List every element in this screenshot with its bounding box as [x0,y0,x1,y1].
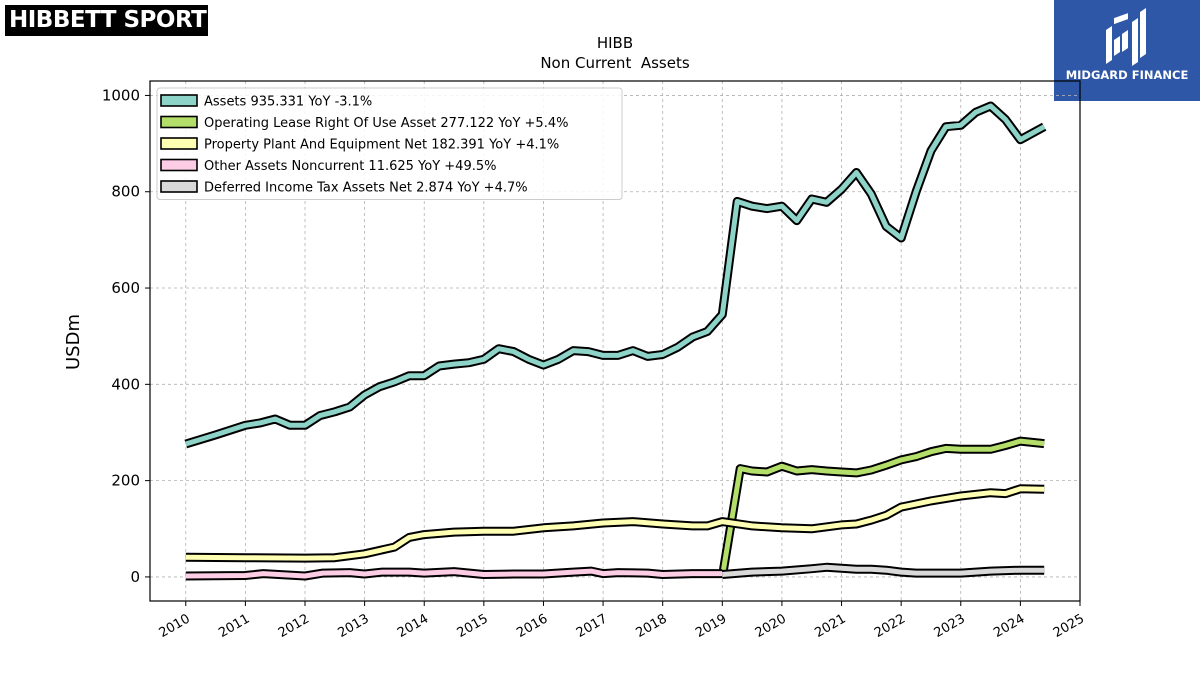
y-tick-label: 600 [111,279,140,297]
legend-label: Property Plant And Equipment Net 182.391… [204,138,559,153]
y-tick-label: 0 [130,568,140,586]
x-tick-label: 2013 [335,611,371,641]
midgard-m-icon [1106,8,1146,66]
legend-swatch [160,94,198,107]
x-tick-label: 2020 [753,611,789,641]
legend-label: Assets 935.331 YoY -3.1% [204,95,372,110]
x-tick-label: 2018 [634,611,670,641]
x-tick-label: 2015 [455,611,491,641]
series-line [185,484,1045,563]
series-line [721,562,1045,579]
series-path [185,486,1045,561]
series-path [185,568,723,579]
x-tick-label: 2024 [991,611,1027,641]
x-tick-label: 2019 [693,611,729,641]
x-tick-label: 2010 [157,611,193,641]
midgard-finance-logo: MIDGARD FINANCE [1054,0,1200,101]
series-path [719,438,1045,578]
y-tick-label: 800 [111,183,140,201]
x-tick-label: 2023 [932,611,968,641]
x-tick-label: 2017 [574,611,610,641]
plot-frame [149,80,1081,602]
y-tick-label: 400 [111,375,140,393]
x-tick-label: 2021 [812,611,848,641]
series-line [717,436,1045,578]
series-outline [717,436,1045,578]
x-axis: 2010 2011 2012 2013 2014 2015 2016 2017 2018 2019… [157,601,1087,641]
y-axis-label: USDm [63,314,84,370]
x-tick-label: 2025 [1051,611,1087,641]
series-line [184,101,1047,449]
chart-title: HIBB [597,34,633,52]
legend-swatch [160,115,198,129]
legend: Assets 935.331 YoY -3.1% Operating Lease … [156,87,623,200]
legend-label: Other Assets Noncurrent 11.625 YoY +49.5… [204,159,496,174]
hibbett-sports-logo: HIBBETT SPORTS® [5,5,208,36]
x-tick-label: 2022 [872,611,908,641]
x-tick-label: 2012 [276,611,312,641]
legend-swatch [160,180,198,193]
legend-box [156,87,623,200]
logo-left-text: HIBBETT SPORTS [9,7,208,33]
legend-label: Operating Lease Right Of Use Asset 277.1… [204,116,568,131]
chart-subtitle: Non Current Assets [540,54,690,72]
series-layer [184,101,1047,581]
y-tick-label: 1000 [102,86,140,104]
series-path [722,564,1045,577]
y-axis: 0 200 400 600 800 1000 [102,86,150,586]
legend-swatch [160,158,198,172]
series-line [185,566,723,581]
logo-right-text: MIDGARD FINANCE [1065,68,1189,82]
y-tick-label: 200 [111,472,140,490]
x-tick-label: 2016 [514,611,550,641]
x-tick-label: 2014 [395,611,431,641]
x-tick-label: 2011 [216,611,252,641]
legend-label: Deferred Income Tax Assets Net 2.874 YoY… [204,181,528,196]
legend-swatch [160,137,198,150]
series-path [185,103,1046,447]
